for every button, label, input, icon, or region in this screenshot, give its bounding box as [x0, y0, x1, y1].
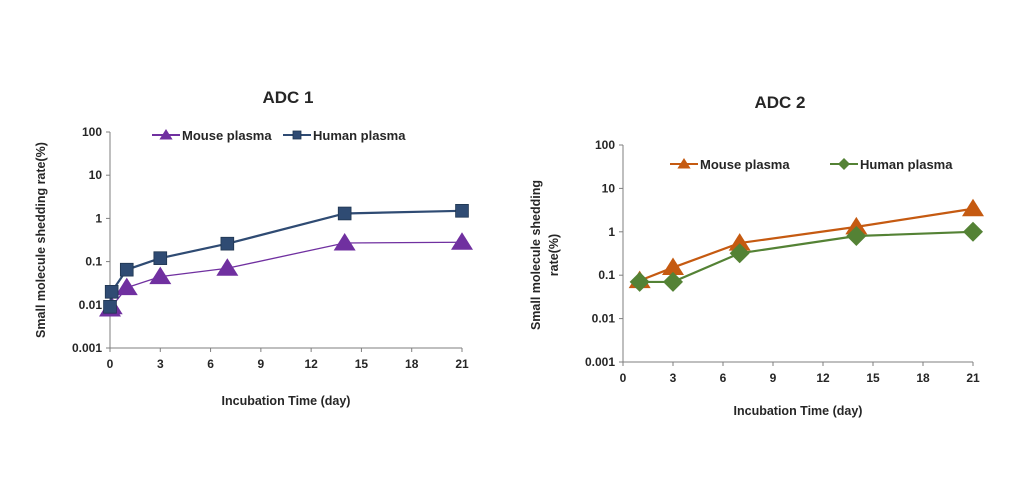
- legend-label: Human plasma: [860, 157, 953, 172]
- x-tick-label: 15: [355, 357, 369, 371]
- x-tick-label: 6: [720, 371, 727, 385]
- series-human-plasma: [629, 221, 983, 292]
- y-tick-label: 1: [608, 225, 615, 239]
- x-tick-label: 15: [866, 371, 880, 385]
- legend-item: Mouse plasma: [152, 128, 272, 143]
- data-point: [455, 203, 469, 218]
- y-tick-label: 100: [82, 125, 102, 139]
- legend-marker: [838, 158, 850, 170]
- data-point: [963, 221, 983, 242]
- data-point: [663, 271, 683, 292]
- legend-marker: [677, 158, 691, 169]
- legend-label: Mouse plasma: [182, 128, 272, 143]
- y-axis-label: Small molecule shedding rate(%): [529, 180, 561, 330]
- y-tick-label: 10: [602, 181, 616, 195]
- series-mouse-plasma: [99, 232, 473, 317]
- data-point: [115, 277, 138, 296]
- y-tick-label: 0.01: [79, 298, 103, 312]
- y-tick-label: 1: [95, 211, 102, 225]
- data-point: [220, 236, 235, 251]
- y-axis-label-line-2: rate(%): [547, 234, 561, 276]
- x-tick-label: 0: [107, 357, 114, 371]
- data-point: [662, 257, 684, 276]
- x-tick-label: 12: [304, 357, 318, 371]
- data-point: [153, 251, 168, 265]
- data-point: [846, 226, 867, 247]
- chart-2: ADC 2 0.001 0.01 0.1 1 10 100 0 3 6 9 12 15 18 21 Incub…: [529, 93, 984, 418]
- data-point: [337, 206, 352, 221]
- series-line: [639, 230, 974, 284]
- series-mouse-plasma: [628, 198, 984, 289]
- legend-label: Mouse plasma: [700, 157, 790, 172]
- x-tick-label: 18: [916, 371, 930, 385]
- y-axis-label-line-1: Small molecule shedding: [529, 180, 543, 330]
- y-tick-label: 0.001: [72, 341, 102, 355]
- legend-item: Mouse plasma: [670, 157, 790, 172]
- y-tick-label: 0.001: [585, 355, 615, 369]
- chart-title: ADC 1: [262, 88, 313, 107]
- x-tick-label: 21: [966, 371, 980, 385]
- x-tick-label: 0: [620, 371, 627, 385]
- chart-title: ADC 2: [754, 93, 805, 112]
- x-tick-label: 9: [258, 357, 265, 371]
- legend-item: Human plasma: [830, 157, 953, 172]
- y-tick-label: 100: [595, 138, 615, 152]
- y-tick-label: 0.01: [592, 312, 616, 326]
- data-point: [629, 271, 650, 292]
- x-axis-label: Incubation Time (day): [734, 404, 863, 418]
- y-tick-label: 0.1: [598, 268, 615, 282]
- data-point: [104, 284, 119, 299]
- x-tick-label: 12: [816, 371, 830, 385]
- data-point: [119, 262, 134, 277]
- data-point: [845, 216, 868, 235]
- x-tick-label: 6: [207, 357, 214, 371]
- data-point: [333, 232, 356, 251]
- data-point: [451, 232, 473, 250]
- x-tick-label: 21: [455, 357, 469, 371]
- x-tick-label: 18: [405, 357, 419, 371]
- chart-1: ADC 1 0.001 0.01 0.1 1 10 100 0 3 6 9 12 15 18 21 Incub…: [34, 88, 473, 408]
- legend-item: Human plasma: [283, 128, 406, 143]
- y-tick-label: 10: [89, 168, 103, 182]
- x-axis-label: Incubation Time (day): [222, 394, 351, 408]
- x-tick-label: 3: [157, 357, 164, 371]
- data-point: [149, 266, 172, 285]
- series-line: [639, 207, 974, 282]
- data-point: [729, 243, 750, 264]
- legend-marker: [159, 129, 173, 140]
- data-point: [216, 258, 239, 276]
- x-tick-label: 3: [670, 371, 677, 385]
- data-point: [103, 299, 117, 314]
- legend-marker: [292, 130, 302, 140]
- x-tick-label: 9: [770, 371, 777, 385]
- data-point: [962, 198, 984, 217]
- y-tick-label: 0.1: [85, 255, 102, 269]
- data-point: [728, 233, 751, 251]
- series-human-plasma: [103, 203, 469, 314]
- y-axis-label: Small molecule shedding rate(%): [34, 142, 48, 338]
- legend-label: Human plasma: [313, 128, 406, 143]
